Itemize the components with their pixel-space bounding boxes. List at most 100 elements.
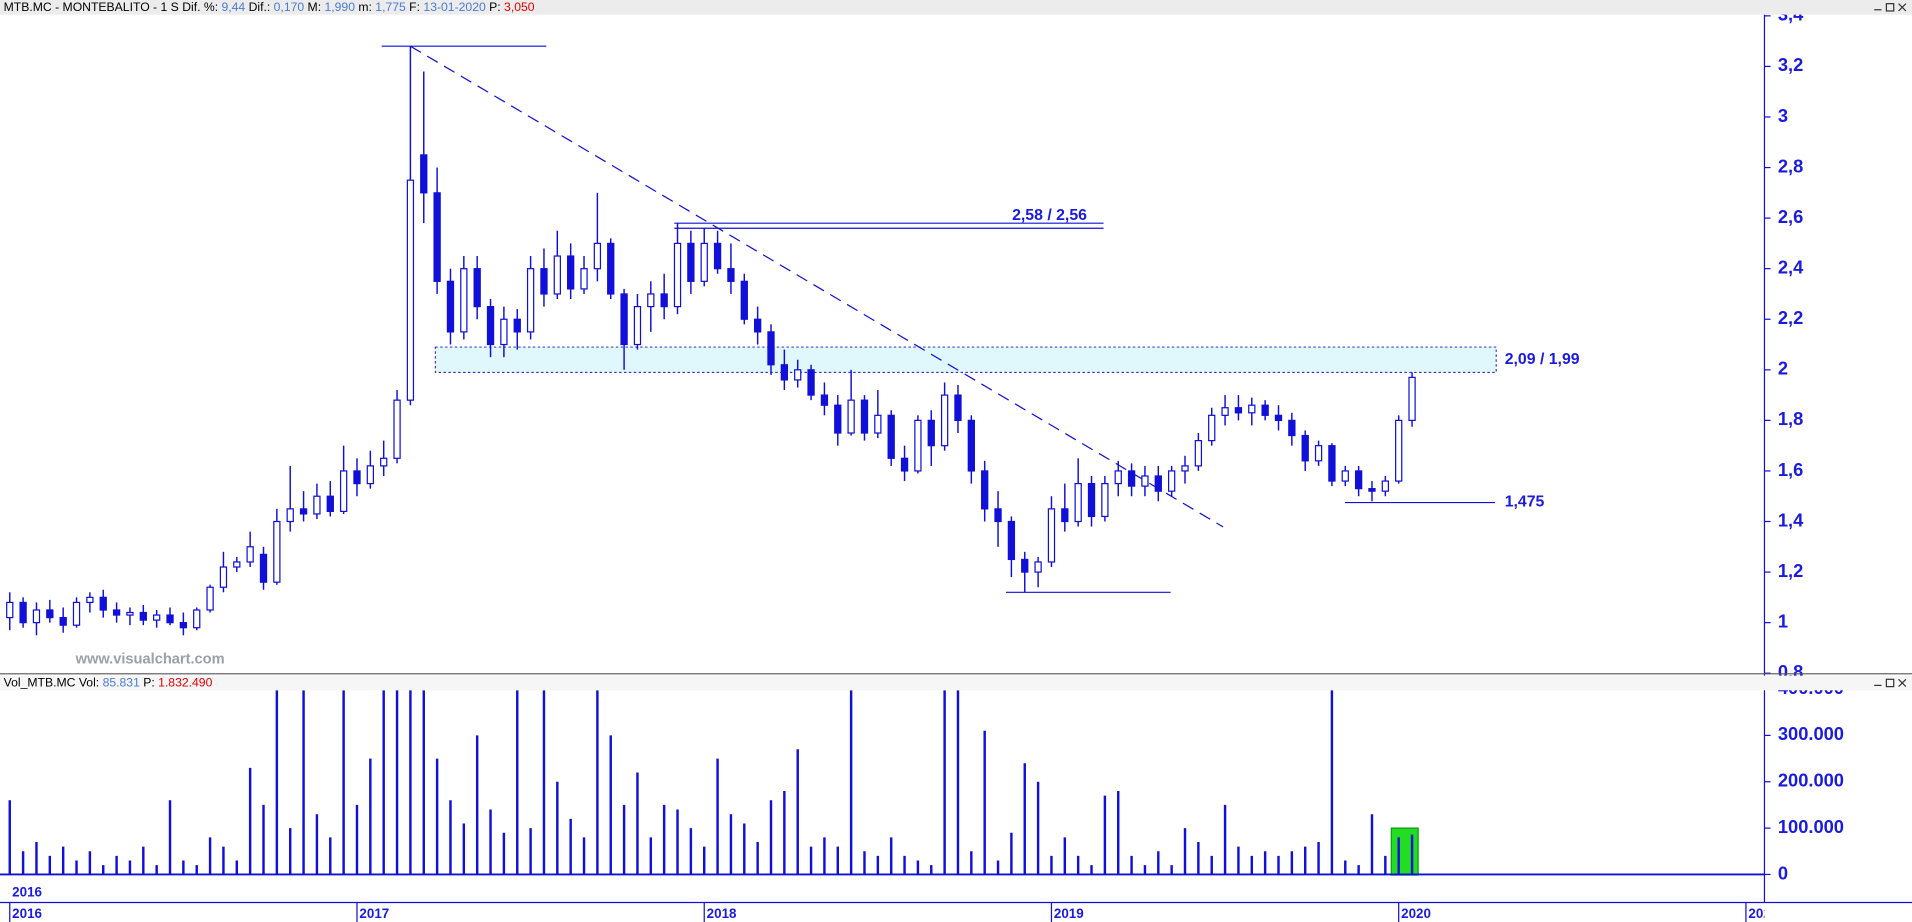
- candle-body: [713, 242, 722, 270]
- candle-body: [139, 611, 147, 621]
- stat-value: 13-01-2020: [423, 0, 486, 14]
- y-tick-label: 1,4: [1778, 509, 1804, 530]
- maximize-button[interactable]: [1885, 678, 1895, 688]
- candle-body: [940, 394, 949, 447]
- candle-body: [1167, 470, 1176, 492]
- candle-body: [1368, 488, 1376, 492]
- candle-body: [607, 242, 615, 295]
- candle-body: [620, 293, 628, 346]
- candle-body: [219, 566, 228, 588]
- candle-body: [927, 419, 935, 447]
- y-tick-label: 100.000: [1778, 816, 1844, 837]
- candle-body: [1314, 445, 1323, 462]
- candle-body: [313, 495, 321, 515]
- candle-body: [460, 268, 468, 333]
- candle-body: [1047, 508, 1056, 563]
- window-buttons[interactable]: [1874, 3, 1907, 688]
- y-tick-label: 0: [1778, 862, 1788, 883]
- candle-body: [1074, 482, 1082, 523]
- trendline: [410, 45, 1224, 528]
- y-tick-label: 1,8: [1778, 408, 1803, 429]
- time-axis: 2016 2017 2018 2019 2020 2021: [9, 902, 1778, 922]
- candle-body: [981, 470, 989, 510]
- candle-body: [1408, 376, 1416, 421]
- x-tick-label: 2020: [1401, 906, 1431, 921]
- y-tick-label: 3,2: [1778, 54, 1803, 75]
- candle-body: [420, 154, 428, 194]
- pane-title: MTB.MC - MONTEBALITO - 1 S: [4, 0, 179, 14]
- candle-body: [900, 457, 909, 472]
- candle-body: [567, 255, 575, 290]
- y-tick-label: 3: [1778, 105, 1788, 126]
- candle-body: [780, 364, 789, 381]
- highlight-box: [1390, 827, 1419, 876]
- candle-body: [740, 280, 748, 320]
- candle-body: [887, 414, 895, 459]
- x-tick-label: 2018: [707, 906, 737, 921]
- axis-panel: [1764, 14, 1912, 922]
- candle-body: [633, 305, 642, 346]
- candle-body: [1248, 404, 1256, 414]
- candle-body: [6, 601, 14, 619]
- candle-body: [647, 293, 655, 308]
- candle-body: [1274, 414, 1283, 421]
- annotation-label: 2,09 / 1,99: [1505, 351, 1580, 368]
- candle-body: [700, 242, 708, 282]
- candle-body: [326, 495, 334, 513]
- stat-value: 3,050: [504, 0, 535, 14]
- volume-pane: [0, 690, 1765, 876]
- candle-body: [1301, 434, 1309, 462]
- candle-body: [1114, 470, 1122, 485]
- pane-header: MTB.MC - MONTEBALITO - 1 S Dif. %: 9,44 …: [4, 0, 535, 14]
- right-axis: 0,811,21,41,61,822,22,42,62,833,23,40100…: [1763, 4, 1912, 922]
- x-tick-label: 2017: [359, 906, 389, 921]
- candle-body: [660, 293, 668, 308]
- candle-body: [807, 369, 815, 396]
- stat-label: Dif. %:: [182, 0, 218, 14]
- stat-label: Vol:: [79, 676, 99, 690]
- candle-body: [1021, 558, 1029, 573]
- candle-body: [1034, 561, 1042, 573]
- stat-label: F:: [409, 0, 420, 14]
- candle-body: [99, 596, 107, 611]
- maximize-button[interactable]: [1885, 3, 1895, 12]
- pane-title: Vol_MTB.MC: [4, 676, 76, 690]
- candle-body: [767, 331, 775, 366]
- stat-label: m:: [358, 0, 372, 14]
- price-pane: www.visualchart.com: [6, 45, 1497, 668]
- candle-body: [353, 470, 361, 485]
- y-tick-label: 1,2: [1778, 560, 1803, 581]
- candle-body: [366, 465, 375, 485]
- candle-body: [393, 399, 401, 459]
- close-button[interactable]: [1898, 3, 1907, 12]
- candle-body: [1221, 407, 1229, 416]
- candle-body: [473, 268, 481, 308]
- candle-body: [446, 280, 455, 333]
- y-tick-label: 200.000: [1778, 770, 1844, 791]
- candle-body: [433, 192, 441, 282]
- candle-body: [380, 457, 388, 467]
- y-tick-label: 2,8: [1778, 155, 1803, 176]
- candle-body: [860, 399, 869, 434]
- candle-body: [1194, 439, 1203, 467]
- candle-body: [246, 546, 254, 563]
- candle-body: [1261, 404, 1269, 416]
- pane-header: Vol_MTB.MC Vol: 85.831 P: 1.832.490: [4, 676, 213, 690]
- x-tick-label: 2021: [1748, 906, 1778, 921]
- candle-body: [593, 242, 602, 270]
- candle-body: [967, 419, 975, 472]
- candle-body: [1381, 480, 1389, 492]
- candle-body: [32, 609, 41, 624]
- candle-body: [166, 614, 174, 624]
- candle-body: [753, 318, 762, 333]
- candle-body: [834, 404, 842, 434]
- candle-body: [994, 508, 1002, 523]
- candle-body: [673, 242, 682, 308]
- candle-body: [500, 318, 508, 346]
- candle-body: [273, 520, 281, 583]
- candle-body: [540, 268, 548, 295]
- candle-body: [727, 268, 735, 282]
- close-button[interactable]: [1898, 678, 1907, 688]
- candle-body: [794, 369, 802, 381]
